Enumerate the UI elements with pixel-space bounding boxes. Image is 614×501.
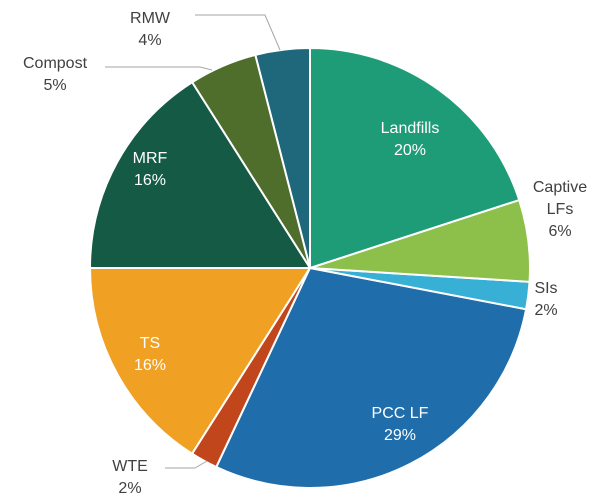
data-label: WTE 2% xyxy=(112,456,148,500)
slice xyxy=(88,267,312,456)
leader-line xyxy=(105,66,213,71)
value-label: 29% xyxy=(383,427,417,444)
category-label: Compost xyxy=(22,55,88,72)
value-label: 16% xyxy=(133,172,167,189)
value-label: 6% xyxy=(548,223,572,240)
leader-line xyxy=(165,460,208,469)
data-label: Compost 5% xyxy=(23,53,87,97)
data-label: SIs 2% xyxy=(534,278,557,322)
category-label: Captive LFs xyxy=(532,179,588,218)
data-label: PCC LF 29% xyxy=(372,403,429,447)
value-label: 2% xyxy=(118,480,142,497)
data-label: MRF 16% xyxy=(133,148,168,192)
category-label: PCC LF xyxy=(371,405,429,422)
value-label: 16% xyxy=(133,357,167,374)
category-label: WTE xyxy=(112,458,148,475)
data-label: Captive LFs 6% xyxy=(530,177,590,243)
value-label: 4% xyxy=(138,32,162,49)
value-label: 5% xyxy=(43,77,67,94)
data-label: Landfills 20% xyxy=(381,118,440,162)
category-label: SIs xyxy=(534,280,558,297)
value-label: 20% xyxy=(393,142,427,159)
data-label: RMW 4% xyxy=(130,8,170,52)
leader-line xyxy=(195,14,281,51)
category-label: Landfills xyxy=(380,120,440,137)
category-label: RMW xyxy=(130,10,170,27)
category-label: TS xyxy=(139,335,161,352)
slice xyxy=(214,266,528,489)
slice xyxy=(88,80,312,269)
data-label: TS 16% xyxy=(134,333,166,377)
category-label: MRF xyxy=(132,150,168,167)
slice xyxy=(309,46,521,270)
value-label: 2% xyxy=(534,302,558,319)
